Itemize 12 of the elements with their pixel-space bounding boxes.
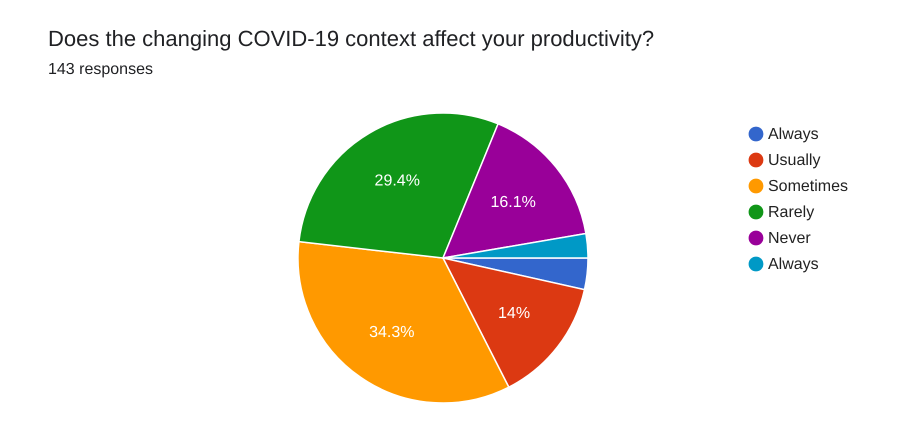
legend-label: Usually [768, 152, 820, 169]
data-label: 16.1% [490, 194, 536, 211]
legend-label: Rarely [768, 204, 814, 221]
chart-title: Does the changing COVID-19 context affect your productivity? [48, 26, 654, 51]
data-label: 34.3% [369, 324, 414, 341]
data-label: 14% [498, 305, 530, 322]
legend-label: Never [768, 230, 812, 247]
data-label: 29.4% [374, 172, 420, 190]
text: 143 responses [48, 61, 153, 78]
legend-label: Always [768, 126, 819, 143]
legend-label: Always [768, 256, 819, 273]
legend-label: Sometimes [768, 178, 848, 195]
